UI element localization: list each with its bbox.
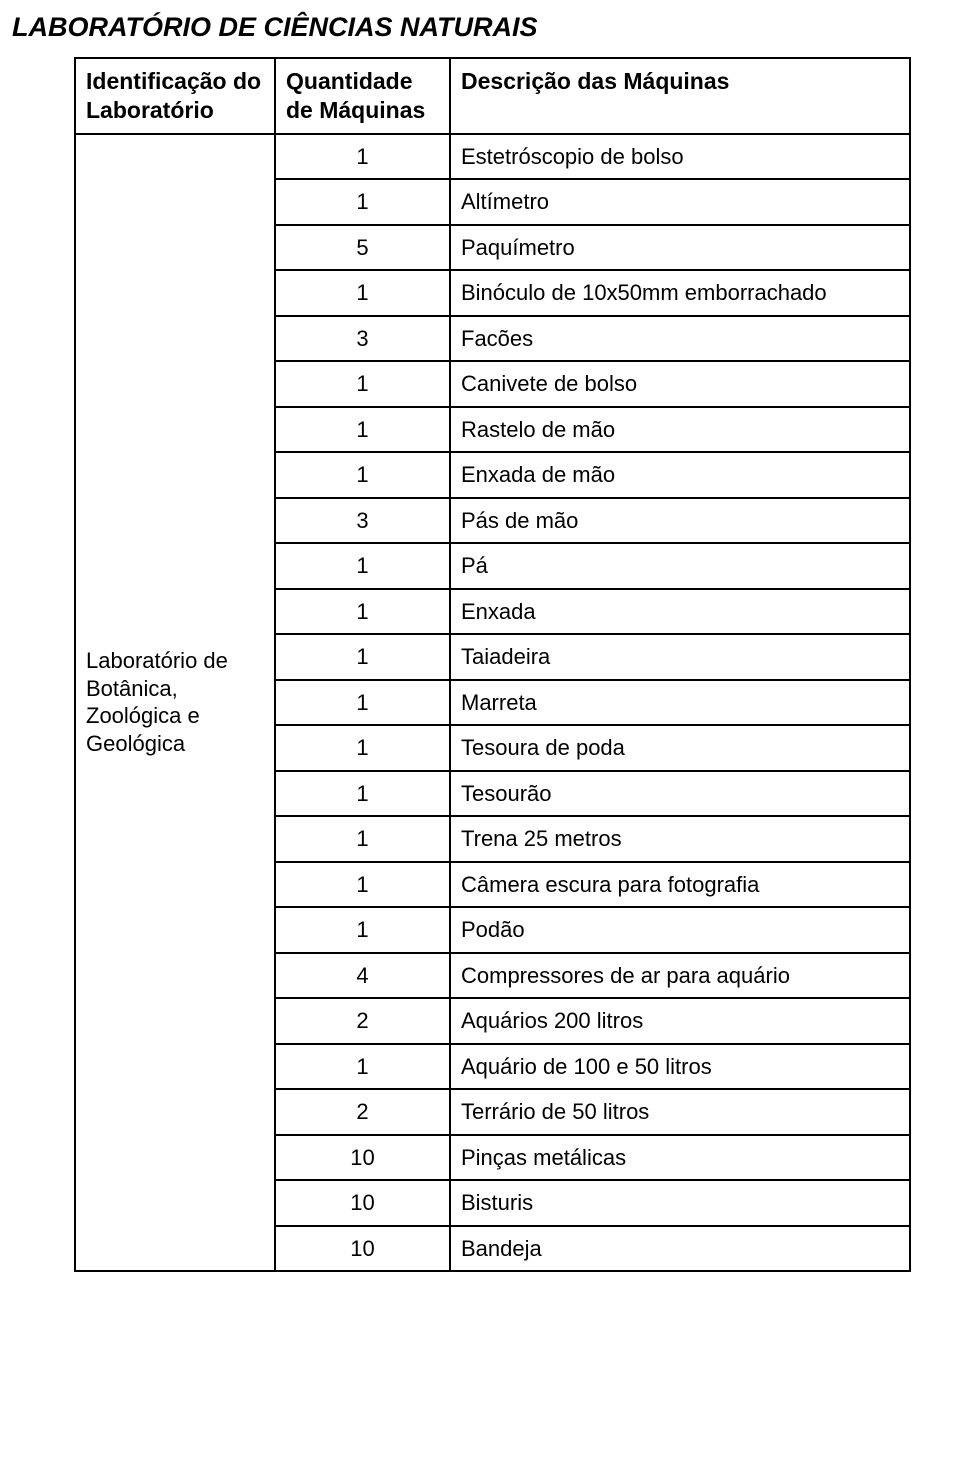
desc-cell: Enxada de mão xyxy=(450,452,910,498)
qty-cell: 1 xyxy=(275,134,450,180)
qty-cell: 1 xyxy=(275,407,450,453)
page-title: LABORATÓRIO DE CIÊNCIAS NATURAIS xyxy=(12,12,924,43)
qty-cell: 10 xyxy=(275,1226,450,1272)
header-description: Descrição das Máquinas xyxy=(450,58,910,134)
desc-cell: Taiadeira xyxy=(450,634,910,680)
qty-cell: 3 xyxy=(275,498,450,544)
desc-cell: Tesoura de poda xyxy=(450,725,910,771)
equipment-table: Identificação do Laboratório Quantidade … xyxy=(74,57,911,1272)
lab-name-cell: Laboratório de Botânica, Zoológica e Geo… xyxy=(75,134,275,1272)
qty-cell: 1 xyxy=(275,816,450,862)
desc-cell: Estetróscopio de bolso xyxy=(450,134,910,180)
qty-cell: 1 xyxy=(275,270,450,316)
desc-cell: Aquário de 100 e 50 litros xyxy=(450,1044,910,1090)
qty-cell: 1 xyxy=(275,862,450,908)
desc-cell: Paquímetro xyxy=(450,225,910,271)
desc-cell: Canivete de bolso xyxy=(450,361,910,407)
qty-cell: 1 xyxy=(275,1044,450,1090)
table-row: Laboratório de Botânica, Zoológica e Geo… xyxy=(75,134,910,180)
qty-cell: 1 xyxy=(275,907,450,953)
desc-cell: Trena 25 metros xyxy=(450,816,910,862)
desc-cell: Pás de mão xyxy=(450,498,910,544)
qty-cell: 1 xyxy=(275,725,450,771)
desc-cell: Binóculo de 10x50mm emborrachado xyxy=(450,270,910,316)
qty-cell: 1 xyxy=(275,680,450,726)
desc-cell: Enxada xyxy=(450,589,910,635)
header-identification: Identificação do Laboratório xyxy=(75,58,275,134)
desc-cell: Altímetro xyxy=(450,179,910,225)
qty-cell: 1 xyxy=(275,452,450,498)
qty-cell: 10 xyxy=(275,1180,450,1226)
qty-cell: 1 xyxy=(275,361,450,407)
desc-cell: Compressores de ar para aquário xyxy=(450,953,910,999)
qty-cell: 1 xyxy=(275,771,450,817)
qty-cell: 10 xyxy=(275,1135,450,1181)
qty-cell: 1 xyxy=(275,589,450,635)
qty-cell: 5 xyxy=(275,225,450,271)
header-quantity: Quantidade de Máquinas xyxy=(275,58,450,134)
desc-cell: Pá xyxy=(450,543,910,589)
desc-cell: Terrário de 50 litros xyxy=(450,1089,910,1135)
qty-cell: 2 xyxy=(275,1089,450,1135)
desc-cell: Facões xyxy=(450,316,910,362)
qty-cell: 1 xyxy=(275,179,450,225)
qty-cell: 2 xyxy=(275,998,450,1044)
desc-cell: Bisturis xyxy=(450,1180,910,1226)
qty-cell: 1 xyxy=(275,634,450,680)
desc-cell: Rastelo de mão xyxy=(450,407,910,453)
desc-cell: Bandeja xyxy=(450,1226,910,1272)
desc-cell: Câmera escura para fotografia xyxy=(450,862,910,908)
qty-cell: 3 xyxy=(275,316,450,362)
desc-cell: Aquários 200 litros xyxy=(450,998,910,1044)
desc-cell: Podão xyxy=(450,907,910,953)
qty-cell: 1 xyxy=(275,543,450,589)
desc-cell: Tesourão xyxy=(450,771,910,817)
qty-cell: 4 xyxy=(275,953,450,999)
desc-cell: Pinças metálicas xyxy=(450,1135,910,1181)
table-header-row: Identificação do Laboratório Quantidade … xyxy=(75,58,910,134)
desc-cell: Marreta xyxy=(450,680,910,726)
